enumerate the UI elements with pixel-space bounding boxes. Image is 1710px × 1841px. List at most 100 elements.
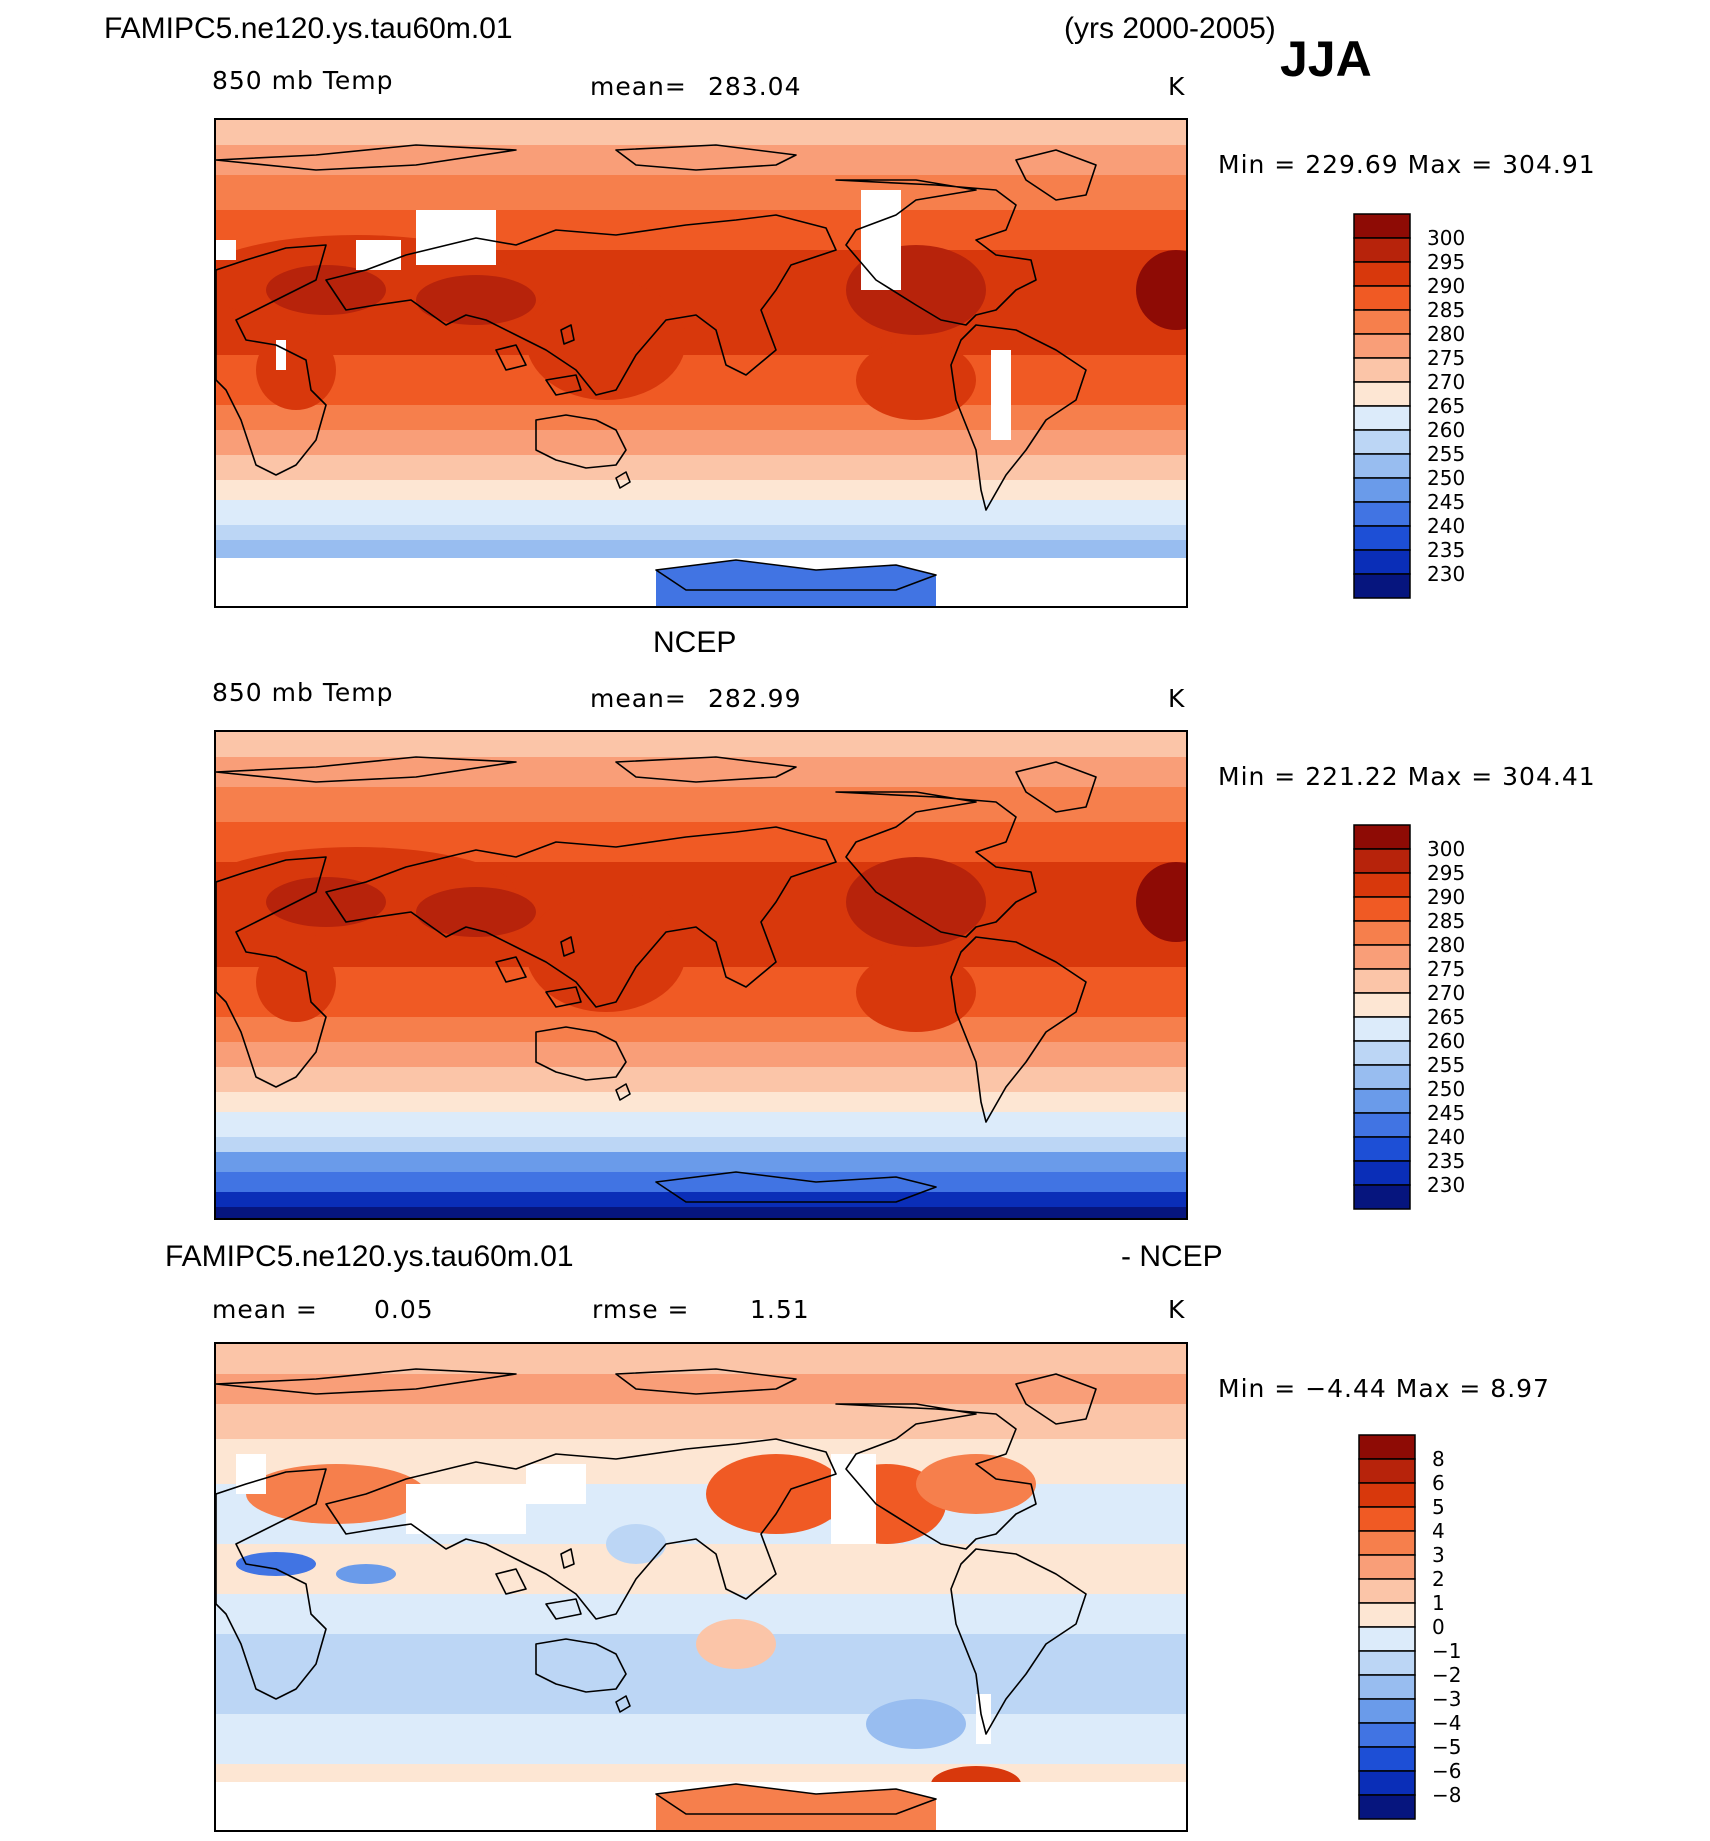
missing-data-mask: [831, 1454, 876, 1544]
field-blob: [336, 1564, 396, 1584]
colorbar-swatch: [1353, 261, 1411, 287]
panel-diff-map: [214, 1342, 1188, 1832]
field-band: [216, 540, 1186, 560]
field-blob: [256, 942, 336, 1022]
colorbar-tick-label: 8: [1432, 1447, 1445, 1471]
colorbar-swatch: [1353, 309, 1411, 335]
coastline: [535, 1026, 627, 1081]
colorbar-swatch: [1353, 357, 1411, 383]
coastline: [216, 244, 327, 476]
colorbar-tick-label: 245: [1427, 1101, 1465, 1125]
colorbar-tick-label: 245: [1427, 490, 1465, 514]
colorbar-tick-label: 255: [1427, 1053, 1465, 1077]
colorbar-tick-label: 230: [1427, 562, 1465, 586]
coastline: [655, 559, 937, 591]
coastline: [835, 1403, 1037, 1550]
coastline: [535, 414, 627, 469]
coastline: [655, 1783, 937, 1815]
field-band: [216, 1172, 1186, 1192]
colorbar-tick-label: 280: [1427, 322, 1465, 346]
antarctic-field: [656, 1784, 936, 1830]
field-band: [216, 757, 1186, 787]
coastline: [950, 324, 1087, 511]
missing-data-mask: [861, 190, 901, 290]
colorbar-swatch: [1358, 1746, 1416, 1772]
colorbar-tick-label: 260: [1427, 418, 1465, 442]
colorbar-svg: 3002952902852802752702652602552502452402…: [1353, 824, 1465, 1210]
colorbar-swatch: [1353, 213, 1411, 239]
colorbar-swatch: [1353, 1136, 1411, 1162]
field-band: [216, 500, 1186, 525]
panel-model-mean-value: 283.04: [708, 72, 802, 101]
coastline: [950, 936, 1087, 1123]
coastline: [545, 1598, 582, 1620]
field-band: [216, 1404, 1186, 1439]
panel-model-variable: 850 mb Temp: [212, 66, 394, 95]
colorbar-tick-label: 300: [1427, 226, 1465, 250]
colorbar-tick-label: 2: [1432, 1567, 1445, 1591]
coastline: [1015, 149, 1097, 201]
panel-obs-units: K: [1168, 684, 1186, 713]
field-band: [216, 967, 1186, 1017]
colorbar-swatch: [1358, 1626, 1416, 1652]
colorbar-tick-label: 265: [1427, 394, 1465, 418]
panel-model-map: [214, 118, 1188, 608]
coastline: [495, 344, 527, 371]
colorbar-swatch: [1358, 1674, 1416, 1700]
colorbar-swatch: [1353, 1088, 1411, 1114]
colorbar-swatch: [1353, 992, 1411, 1018]
colorbar-swatch: [1353, 1016, 1411, 1042]
coastline: [495, 1568, 527, 1595]
field-band: [216, 1714, 1186, 1764]
colorbar-swatch: [1353, 848, 1411, 874]
colorbar-swatch: [1353, 477, 1411, 503]
colorbar-swatch: [1353, 237, 1411, 263]
colorbar-tick-label: 5: [1432, 1495, 1445, 1519]
field-band: [216, 1112, 1186, 1137]
map-svg: [216, 120, 1186, 606]
field-band: [216, 787, 1186, 822]
colorbar-swatch: [1358, 1458, 1416, 1484]
field-blob: [706, 1454, 846, 1534]
colorbar-tick-label: 290: [1427, 885, 1465, 909]
antarctic-field: [656, 560, 936, 606]
panel-diff-mean-value: 0.05: [374, 1295, 434, 1324]
panel-obs-map: [214, 730, 1188, 1220]
colorbar-tick-label: 240: [1427, 1125, 1465, 1149]
panel-model-units: K: [1168, 72, 1186, 101]
colorbar-tick-label: 4: [1432, 1519, 1445, 1543]
colorbar-tick-label: 265: [1427, 1005, 1465, 1029]
colorbar-tick-label: 275: [1427, 957, 1465, 981]
panel-diff-rmse-label: rmse =: [592, 1295, 690, 1324]
field-band: [216, 455, 1186, 480]
colorbar-tick-label: 240: [1427, 514, 1465, 538]
colorbar-swatch: [1358, 1602, 1416, 1628]
field-band: [216, 1192, 1186, 1207]
colorbar-swatch: [1353, 453, 1411, 479]
colorbar-tick-label: −3: [1432, 1687, 1461, 1711]
panel-diff-colorbar: 8 6 5 4 3 2 1 0 −1 −2 −3 −4 −5 −6 −8: [1358, 1434, 1478, 1822]
colorbar-swatch: [1353, 968, 1411, 994]
field-band: [216, 430, 1186, 455]
field-blob: [416, 275, 536, 325]
coastline: [325, 1438, 837, 1620]
colorbar-swatch: [1358, 1554, 1416, 1580]
field-band: [216, 405, 1186, 430]
colorbar-swatch: [1353, 405, 1411, 431]
missing-data-mask: [976, 1694, 991, 1744]
colorbar-tick-label: 295: [1427, 250, 1465, 274]
colorbar-swatch: [1353, 1040, 1411, 1066]
colorbar-swatch: [1353, 1184, 1411, 1210]
colorbar-swatch: [1353, 525, 1411, 551]
coastline: [615, 756, 797, 783]
colorbar-swatch: [1353, 920, 1411, 946]
panel-obs-variable: 850 mb Temp: [212, 678, 394, 707]
field-blob: [236, 1552, 316, 1576]
field-blob: [856, 952, 976, 1032]
colorbar-swatch: [1353, 872, 1411, 898]
coastline: [560, 936, 575, 957]
panel-obs-mean-value: 282.99: [708, 684, 802, 713]
colorbar-swatch: [1353, 824, 1411, 850]
field-blob: [526, 892, 686, 1012]
